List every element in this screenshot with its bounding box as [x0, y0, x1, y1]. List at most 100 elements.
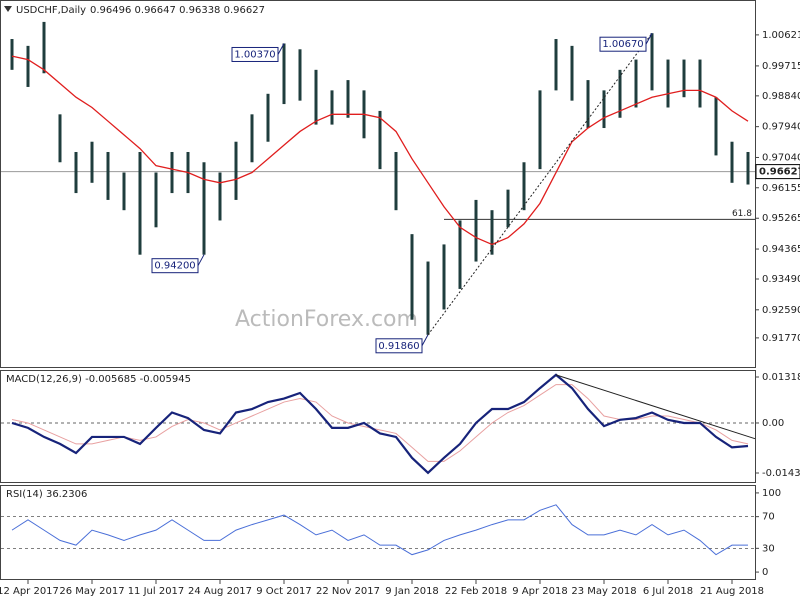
- x-tick-label: 23 May 2018: [571, 586, 636, 597]
- annotation-leader: [645, 32, 653, 45]
- annotation-box: [151, 258, 199, 274]
- price-bar: [682, 59, 686, 98]
- x-tick-label: 26 May 2017: [59, 586, 124, 597]
- macd-panel: [0, 370, 756, 483]
- price-bar: [730, 141, 734, 183]
- y-tick-label: 30: [762, 543, 775, 554]
- price-bar: [314, 69, 318, 125]
- annotation-label: 0.94200: [154, 261, 195, 272]
- ohlc-readout: 0.96496 0.96647 0.96338 0.96627: [90, 5, 265, 16]
- macd-title: MACD(12,26,9) -0.005685 -0.005945: [6, 374, 191, 385]
- price-bar: [106, 151, 110, 200]
- trendline: [555, 374, 756, 440]
- price-bar: [74, 151, 78, 194]
- price-bar: [282, 43, 286, 105]
- last-price-label: 0.96627: [759, 167, 800, 178]
- price-bar: [378, 110, 382, 170]
- chart-title: USDCHF,Daily: [16, 5, 86, 16]
- y-tick-label: 0.00: [762, 418, 784, 429]
- menu-triangle: [4, 6, 12, 12]
- price-bar: [250, 114, 254, 163]
- y-tick-label: 0: [762, 567, 768, 578]
- price-bar: [666, 59, 670, 108]
- price-bar: [26, 45, 30, 87]
- price-bar: [570, 45, 574, 101]
- rsi-panel: [0, 485, 756, 580]
- price-bar: [426, 261, 430, 335]
- price-bar: [394, 151, 398, 211]
- price-panel: [0, 0, 756, 368]
- annotation-label: 0.91860: [378, 341, 419, 352]
- y-tick-label: 0.013184: [762, 372, 800, 383]
- price-bar: [154, 172, 158, 228]
- price-bar: [618, 69, 622, 118]
- price-bar: [474, 199, 478, 262]
- price-bar: [170, 151, 174, 194]
- y-tick-label: 0.95265: [762, 213, 800, 224]
- y-tick-label: 1.00621: [762, 30, 800, 41]
- price-bar: [202, 162, 206, 255]
- y-tick-label: 0.97040: [762, 152, 800, 163]
- price-bar: [58, 114, 62, 163]
- y-tick-label: 0.92590: [762, 305, 800, 316]
- price-bar: [634, 59, 638, 108]
- price-bar: [522, 162, 526, 211]
- annotation-label: 1.00670: [602, 39, 643, 50]
- price-bar: [602, 90, 606, 129]
- price-bar: [298, 49, 302, 101]
- annotation-label: 1.00370: [234, 49, 275, 60]
- annotation-leader: [197, 254, 205, 266]
- fib-label: 61.8: [732, 209, 752, 219]
- price-bar: [122, 172, 126, 211]
- y-tick-label: 0.94365: [762, 244, 800, 255]
- indicator-line: [11, 373, 749, 475]
- x-tick-label: 9 Jan 2018: [385, 586, 439, 597]
- moving-average: [11, 55, 749, 246]
- price-bar: [90, 141, 94, 183]
- price-bar: [10, 39, 14, 70]
- price-bar: [346, 80, 350, 118]
- y-tick-label: 0.97940: [762, 122, 800, 133]
- price-bar: [458, 220, 462, 289]
- x-tick-label: 9 Apr 2018: [512, 586, 567, 597]
- x-tick-label: 12 Apr 2017: [0, 586, 59, 597]
- price-bar: [266, 93, 270, 142]
- price-bar: [538, 90, 542, 170]
- annotation-box: [375, 338, 423, 354]
- indicator-line: [11, 504, 748, 556]
- last-price-box: [755, 164, 800, 180]
- annotation-leader: [277, 43, 285, 55]
- price-bar: [410, 234, 414, 320]
- rsi-title: RSI(14) 36.2306: [6, 489, 87, 500]
- x-tick-label: 9 Oct 2017: [256, 586, 311, 597]
- price-bar: [490, 210, 494, 255]
- y-tick-label: 70: [762, 512, 775, 523]
- price-bar: [554, 39, 558, 91]
- price-bar: [234, 141, 238, 200]
- price-bar: [506, 189, 510, 228]
- y-tick-label: 0.99715: [762, 61, 800, 72]
- price-bar: [442, 244, 446, 310]
- price-bar: [586, 80, 590, 129]
- y-tick-label: 0.96155: [762, 183, 800, 194]
- price-bar: [650, 33, 654, 91]
- price-bar: [218, 172, 222, 221]
- x-tick-label: 22 Feb 2018: [445, 586, 507, 597]
- price-bar: [746, 151, 750, 185]
- annotation-box: [599, 36, 647, 52]
- price-bar: [698, 59, 702, 108]
- x-tick-label: 24 Aug 2017: [188, 586, 252, 597]
- price-bar: [138, 151, 142, 255]
- annotation-leader: [421, 334, 429, 347]
- x-tick-label: 21 Aug 2018: [700, 586, 764, 597]
- y-tick-label: 0.98840: [762, 91, 800, 102]
- trendline: [427, 32, 653, 336]
- y-tick-label: 0.93490: [762, 274, 800, 285]
- x-tick-label: 22 Nov 2017: [316, 586, 380, 597]
- y-tick-label: 100: [762, 488, 781, 499]
- price-bar: [42, 21, 46, 74]
- annotation-box: [231, 46, 279, 62]
- watermark: ActionForex.com: [235, 307, 418, 332]
- y-tick-label: -0.014339: [762, 468, 800, 479]
